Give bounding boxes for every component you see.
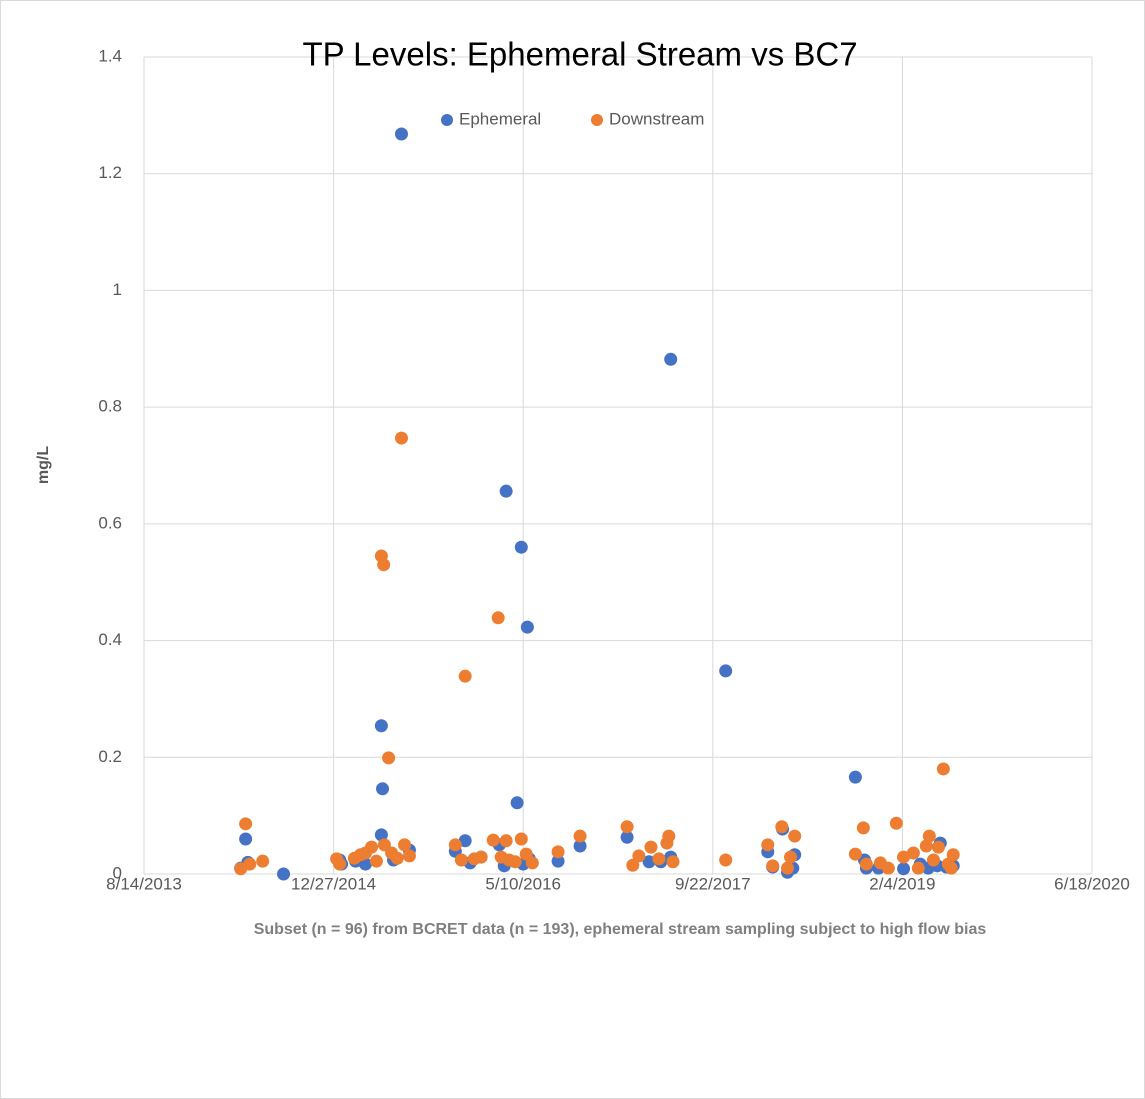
data-point [520,620,534,634]
data-point [551,854,565,868]
data-point [897,850,911,864]
x-tick-label: 8/14/2013 [106,874,182,893]
y-tick-label: 1.4 [98,46,122,65]
data-point [525,856,539,870]
data-point [374,719,388,733]
data-point [333,857,347,871]
data-point [620,820,634,834]
x-tick-label: 2/4/2019 [869,874,935,893]
data-point [926,853,940,867]
data-point [881,861,895,875]
data-point [644,840,658,854]
data-point [719,853,733,867]
data-point [239,817,253,831]
data-point [454,853,468,867]
data-point [626,858,640,872]
data-point [848,847,862,861]
data-point [944,861,958,875]
data-point [919,839,933,853]
data-point [499,484,513,498]
data-point [508,855,522,869]
data-point [243,857,257,871]
data-point [402,849,416,863]
data-point [946,848,960,862]
chart-title: TP Levels: Ephemeral Stream vs BC7 [302,36,857,73]
data-point [859,857,873,871]
data-point [491,611,505,625]
data-point [390,851,404,865]
data-point [632,849,646,863]
data-point [394,431,408,445]
data-point [458,669,472,683]
data-point [781,861,795,875]
data-point [514,540,528,554]
legend-label: Ephemeral [459,109,541,128]
data-point [931,840,945,854]
data-point [911,861,925,875]
data-point [848,770,862,784]
y-tick-label: 1 [113,280,122,299]
data-point [719,664,733,678]
data-point [376,782,390,796]
data-point [474,850,488,864]
data-point [377,558,391,572]
data-point [936,762,950,776]
y-tick-label: 0.8 [98,397,122,416]
y-axis-title: mg/L [35,446,52,484]
data-point [761,838,775,852]
data-point [784,850,798,864]
x-axis-title: Subset (n = 96) from BCRET data (n = 193… [253,921,987,938]
x-tick-label: 12/27/2014 [291,874,376,893]
data-point [662,829,676,843]
data-point [448,838,462,852]
data-point [666,855,680,869]
data-point [766,859,780,873]
data-point [922,829,936,843]
data-point [277,867,291,881]
data-point [382,751,396,765]
y-tick-label: 0 [113,863,122,882]
data-point [620,830,634,844]
data-point [906,846,920,860]
data-point [369,854,383,868]
data-point [573,839,587,853]
data-point [256,854,270,868]
data-point [486,833,500,847]
y-tick-label: 0.6 [98,513,122,532]
y-tick-label: 0.4 [98,630,122,649]
legend-marker [441,114,453,126]
y-tick-label: 0.2 [98,747,122,766]
data-point [499,834,513,848]
data-point [365,840,379,854]
legend-marker [591,114,603,126]
data-point [642,855,656,869]
y-tick-label: 1.2 [98,163,122,182]
data-point [897,862,911,876]
data-point [889,816,903,830]
data-point [551,845,565,859]
x-tick-label: 9/22/2017 [675,874,751,893]
legend-label: Downstream [609,109,704,128]
data-point [856,821,870,835]
data-point [510,796,524,810]
data-point [664,352,678,366]
data-point [652,852,666,866]
data-point [775,820,789,834]
data-point [398,838,412,852]
data-point [514,832,528,846]
data-point [394,127,408,141]
x-tick-label: 5/10/2016 [485,874,561,893]
x-tick-label: 6/18/2020 [1054,874,1130,893]
data-point [374,828,388,842]
data-point [788,829,802,843]
data-point [458,834,472,848]
data-point [573,829,587,843]
data-point [239,832,253,846]
